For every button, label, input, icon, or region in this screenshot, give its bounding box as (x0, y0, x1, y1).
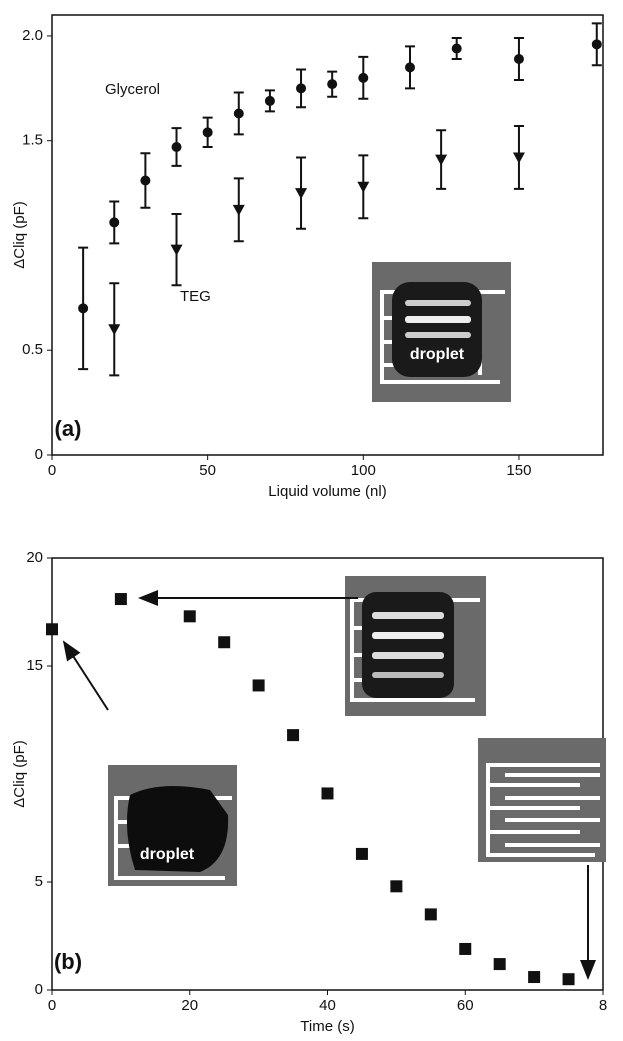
marker (109, 217, 120, 228)
x-tick-label: 0 (48, 462, 56, 479)
marker (562, 973, 575, 986)
x-tick-label: 0 (48, 997, 56, 1014)
marker (202, 127, 213, 138)
series (108, 125, 525, 377)
arrow (62, 640, 109, 711)
marker (321, 787, 334, 800)
x-tick-label: 50 (199, 462, 216, 479)
marker (424, 908, 437, 921)
x-tick-label: 100 (351, 462, 376, 479)
arrows (62, 590, 596, 980)
marker (513, 54, 524, 64)
y-tick-label: 15 (26, 657, 43, 674)
panel-label: (b) (54, 949, 82, 974)
x-tick-label: 150 (506, 462, 531, 479)
marker (591, 39, 602, 50)
marker (78, 303, 89, 314)
x-tick-label: 8 (599, 997, 607, 1014)
y-tick-label: 5 (35, 873, 43, 890)
inset-image (108, 765, 237, 886)
series (78, 22, 602, 371)
marker (46, 623, 58, 636)
marker (295, 188, 308, 200)
marker (170, 244, 183, 256)
marker (404, 62, 415, 73)
marker (232, 204, 245, 216)
y-axis-label: ΔCliq (pF) (11, 740, 28, 808)
marker (252, 679, 265, 692)
marker (493, 958, 506, 971)
panel-label: (a) (55, 416, 82, 441)
x-tick-label: 60 (457, 997, 474, 1014)
y-tick-label: 0 (35, 446, 43, 463)
marker (183, 610, 196, 623)
marker (171, 142, 182, 152)
series (46, 593, 575, 986)
inset-label: droplet (410, 346, 465, 363)
inset-label: droplet (140, 846, 195, 863)
marker (459, 942, 472, 955)
y-tick-label: 0 (35, 981, 43, 998)
series-label: TEG (180, 288, 211, 305)
marker (451, 43, 462, 54)
x-tick-label: 20 (181, 997, 198, 1014)
marker (264, 95, 275, 106)
marker (390, 880, 403, 893)
marker (358, 72, 369, 83)
series-label: Glycerol (105, 81, 160, 98)
marker (218, 636, 231, 649)
y-tick-label: 0.5 (22, 341, 43, 358)
plot-frame (51, 14, 604, 456)
marker (108, 324, 121, 336)
y-tick-label: 1.5 (22, 132, 43, 149)
y-axis-label: ΔCliq (pF) (11, 201, 28, 269)
marker (357, 181, 370, 193)
marker (528, 971, 541, 984)
marker (327, 79, 338, 90)
y-tick-label: 2.0 (22, 27, 43, 44)
x-axis-label: Liquid volume (nl) (268, 483, 386, 500)
x-tick-label: 40 (319, 997, 336, 1014)
y-tick-label: 20 (26, 549, 43, 566)
inset-image (345, 576, 486, 716)
marker (296, 83, 307, 94)
x-axis-label: Time (s) (300, 1018, 354, 1035)
marker (287, 729, 300, 742)
marker (512, 152, 525, 164)
inset-image (478, 738, 606, 862)
marker (435, 154, 448, 166)
marker (114, 593, 127, 606)
marker (140, 175, 151, 186)
marker (355, 847, 368, 860)
marker (233, 108, 244, 119)
inset-image (372, 262, 511, 402)
